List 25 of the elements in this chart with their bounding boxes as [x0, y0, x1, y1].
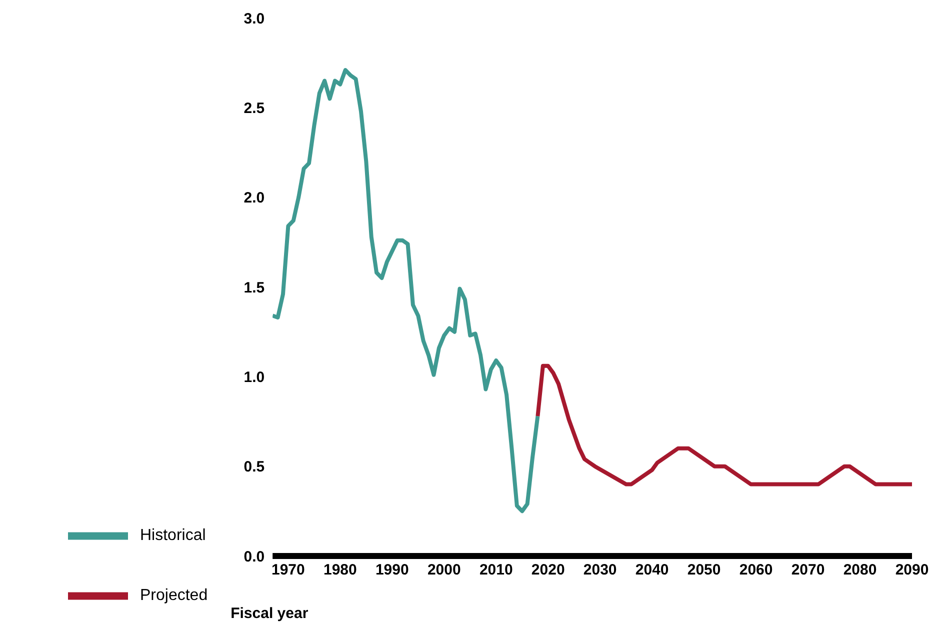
- x-tick-label: 1970: [272, 562, 305, 579]
- y-tick-label: 2.0: [244, 190, 265, 207]
- x-tick-label: 2050: [687, 562, 721, 579]
- x-tick-label: 2070: [791, 562, 825, 579]
- y-tick-label: 3.0: [244, 10, 265, 28]
- x-tick-label: 1990: [375, 562, 409, 579]
- x-tick-label: 2090: [895, 562, 929, 579]
- y-tick-label: 2.5: [244, 100, 265, 117]
- legend-label: Historical: [140, 527, 206, 544]
- y-tick-label: 1.5: [244, 279, 265, 296]
- x-axis-title: Fiscal year: [230, 605, 308, 622]
- legend-label: Projected: [140, 587, 208, 604]
- x-tick-label: 2010: [479, 562, 513, 579]
- y-tick-label: 0.0: [244, 548, 265, 566]
- x-tick-label: 2030: [583, 562, 617, 579]
- y-tick-label: 0.5: [244, 458, 265, 476]
- x-tick-label: 2000: [427, 562, 461, 579]
- x-tick-label: 2060: [739, 562, 773, 579]
- y-tick-label: 1.0: [244, 368, 265, 386]
- x-tick-label: 2040: [635, 562, 669, 579]
- x-tick-label: 1980: [323, 562, 357, 579]
- line-series: [536, 364, 912, 486]
- line-series: [272, 68, 540, 514]
- x-tick-label: 2020: [531, 562, 565, 579]
- x-tick-label: 2080: [843, 562, 877, 579]
